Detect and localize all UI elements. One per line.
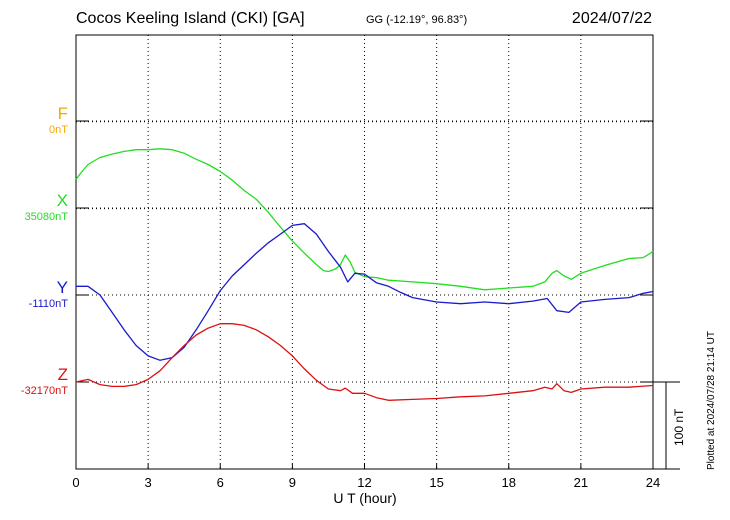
station-title: Cocos Keeling Island (CKI) [GA]	[76, 10, 305, 27]
x-ticks: 0 3 6 9 12 15 18 21 24	[72, 464, 660, 490]
series-baseline-x: 35080nT	[24, 211, 68, 223]
series-line-y	[76, 223, 654, 361]
x-tick-label: 15	[429, 475, 443, 490]
series-symbol-f: F	[57, 104, 68, 123]
x-tick-label: 6	[217, 475, 224, 490]
station-coordinates: GG (-12.19°, 96.83°)	[366, 14, 468, 26]
series-baseline-y: -1110nT	[28, 298, 68, 310]
x-tick-label: 3	[145, 475, 152, 490]
series-line-z	[75, 323, 654, 401]
series-line-x	[75, 148, 654, 291]
x-tick-label: 18	[502, 475, 516, 490]
x-tick-label: 21	[574, 475, 588, 490]
series-baseline-f: 0nT	[49, 124, 68, 136]
series-symbol-x: X	[56, 191, 68, 210]
series-lines	[75, 148, 654, 401]
x-tick-label: 24	[646, 475, 660, 490]
series-label-y: Y -1110nT	[29, 278, 68, 310]
chart-date: 2024/07/22	[571, 10, 652, 27]
grid	[76, 35, 653, 469]
series-label-x: X 35080nT	[25, 191, 68, 223]
x-tick-label: 0	[72, 475, 79, 490]
series-symbol-z: Z	[57, 365, 68, 384]
x-tick-label: 9	[289, 475, 296, 490]
series-symbol-y: Y	[56, 278, 68, 297]
series-label-f: F 0nT	[49, 104, 68, 136]
scale-bar	[653, 381, 680, 470]
series-label-z: Z -32170nT	[21, 365, 68, 397]
series-baseline-z: -32170nT	[20, 385, 68, 397]
x-tick-label: 12	[357, 475, 371, 490]
plotted-timestamp: Plotted at 2024/07/28 21:14 UT	[706, 331, 717, 470]
x-axis-label: U T (hour)	[333, 490, 397, 506]
scale-bar-label: 100 nT	[672, 408, 686, 446]
